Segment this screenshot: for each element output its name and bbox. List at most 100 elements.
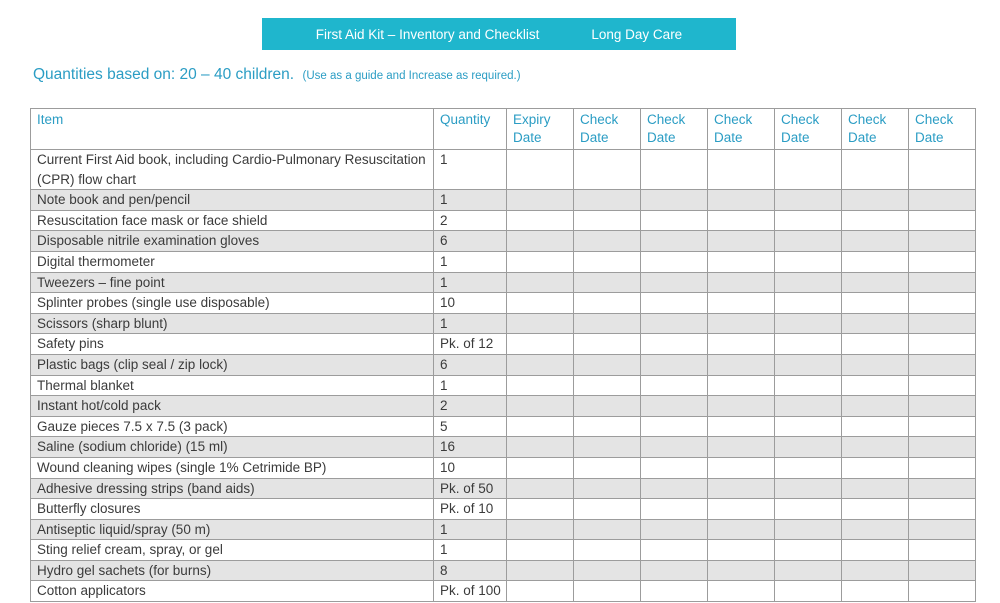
check-date-cell [841, 559, 909, 582]
check-date-cell [707, 395, 775, 417]
table-row: Digital thermometer 1 [30, 250, 976, 273]
check-date-cell [707, 374, 775, 397]
check-date-cell [573, 374, 641, 397]
check-date-cell [707, 518, 775, 541]
item-name-cell: Sting relief cream, spray, or gel [30, 539, 434, 561]
check-date-cell [841, 230, 909, 252]
col-header-check-date: Check Date [841, 108, 909, 150]
check-date-cell [908, 518, 976, 541]
check-date-cell [640, 477, 708, 500]
check-date-cell [640, 271, 708, 294]
check-date-cell [908, 250, 976, 273]
quantity-cell: 2 [433, 395, 507, 417]
check-date-cell [640, 230, 708, 252]
item-name-cell: Saline (sodium chloride) (15 ml) [30, 436, 434, 458]
quantity-cell: 1 [433, 148, 507, 191]
expiry-date-cell [506, 271, 574, 294]
check-date-cell [573, 580, 641, 603]
item-name-cell: Wound cleaning wipes (single 1% Cetrimid… [30, 456, 434, 479]
check-date-cell [640, 292, 708, 314]
check-date-cell [908, 456, 976, 479]
check-date-cell [707, 333, 775, 355]
check-date-cell [640, 559, 708, 582]
item-name-cell: Adhesive dressing strips (band aids) [30, 477, 434, 500]
check-date-cell [908, 292, 976, 314]
item-name-cell: Digital thermometer [30, 250, 434, 273]
check-date-cell [774, 271, 842, 294]
check-date-cell [640, 580, 708, 603]
subtitle-main: Quantities based on: 20 – 40 children. [33, 66, 295, 83]
expiry-date-cell [506, 312, 574, 335]
check-date-cell [707, 353, 775, 376]
check-date-cell [908, 353, 976, 376]
quantity-cell: Pk. of 10 [433, 498, 507, 520]
check-date-cell [573, 436, 641, 458]
item-name-cell: Butterfly closures [30, 498, 434, 520]
check-date-cell [707, 580, 775, 603]
check-date-cell [707, 456, 775, 479]
check-date-cell [774, 498, 842, 520]
check-date-cell [640, 189, 708, 211]
expiry-date-cell [506, 559, 574, 582]
inventory-table: Item Quantity Expiry Date Check Date Che… [30, 108, 976, 603]
check-date-cell [908, 271, 976, 294]
col-header-check-date: Check Date [640, 108, 708, 150]
table-row: Note book and pen/pencil 1 [30, 189, 976, 211]
check-date-cell [774, 559, 842, 582]
check-date-cell [774, 395, 842, 417]
check-date-cell [908, 189, 976, 211]
check-date-cell [573, 292, 641, 314]
expiry-date-cell [506, 374, 574, 397]
check-date-cell [908, 436, 976, 458]
check-date-cell [640, 436, 708, 458]
check-date-cell [640, 456, 708, 479]
check-date-cell [841, 189, 909, 211]
col-header-check-date: Check Date [707, 108, 775, 150]
check-date-cell [841, 498, 909, 520]
check-date-cell [908, 559, 976, 582]
expiry-date-cell [506, 189, 574, 211]
check-date-cell [573, 148, 641, 191]
col-header-expiry-date: Expiry Date [506, 108, 574, 150]
check-date-cell [841, 436, 909, 458]
check-date-cell [640, 539, 708, 561]
quantity-cell: 1 [433, 189, 507, 211]
quantity-cell: 1 [433, 250, 507, 273]
item-name-cell: Splinter probes (single use disposable) [30, 292, 434, 314]
check-date-cell [707, 312, 775, 335]
check-date-cell [707, 498, 775, 520]
check-date-cell [908, 395, 976, 417]
check-date-cell [573, 353, 641, 376]
expiry-date-cell [506, 498, 574, 520]
check-date-cell [640, 374, 708, 397]
table-row: Safety pins Pk. of 12 [30, 333, 976, 355]
item-name-cell: Cotton applicators [30, 580, 434, 603]
check-date-cell [573, 250, 641, 273]
expiry-date-cell [506, 539, 574, 561]
table-row: Current First Aid book, including Cardio… [30, 148, 976, 191]
subtitle: Quantities based on: 20 – 40 children. (… [33, 66, 521, 84]
check-date-cell [573, 230, 641, 252]
table-row: Thermal blanket 1 [30, 374, 976, 397]
check-date-cell [573, 189, 641, 211]
org-name: Long Day Care [591, 26, 683, 42]
check-date-cell [774, 415, 842, 438]
check-date-cell [774, 456, 842, 479]
quantity-cell: 1 [433, 312, 507, 335]
expiry-date-cell [506, 209, 574, 232]
col-header-check-date: Check Date [774, 108, 842, 150]
check-date-cell [908, 374, 976, 397]
check-date-cell [774, 148, 842, 191]
check-date-cell [774, 353, 842, 376]
table-row: Plastic bags (clip seal / zip lock) 6 [30, 353, 976, 376]
check-date-cell [573, 415, 641, 438]
check-date-cell [841, 333, 909, 355]
title-banner: First Aid Kit – Inventory and Checklist … [262, 18, 736, 50]
item-name-cell: Gauze pieces 7.5 x 7.5 (3 pack) [30, 415, 434, 438]
check-date-cell [573, 395, 641, 417]
check-date-cell [774, 374, 842, 397]
check-date-cell [640, 353, 708, 376]
check-date-cell [640, 333, 708, 355]
quantity-cell: 6 [433, 353, 507, 376]
check-date-cell [707, 271, 775, 294]
